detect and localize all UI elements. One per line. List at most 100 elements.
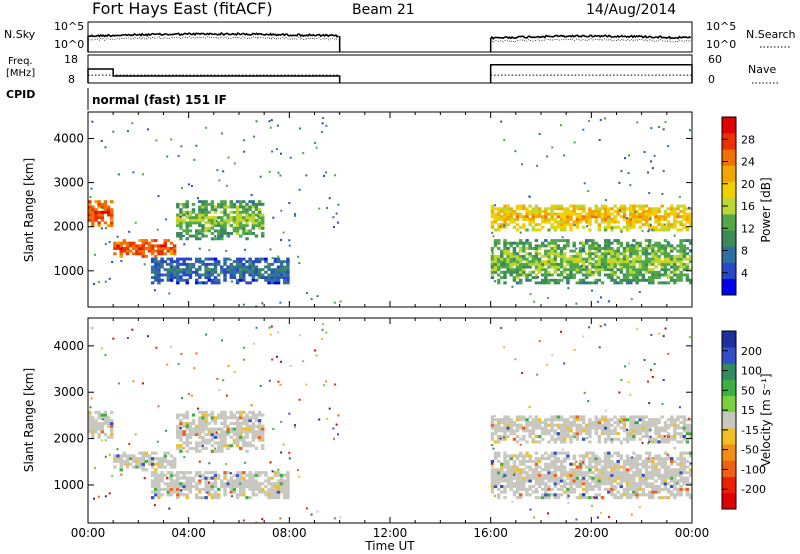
power-cell [490,273,495,277]
power-cell [673,278,677,282]
velocity-cell [150,471,155,475]
power-cell [531,212,536,216]
power-cell [242,268,246,272]
velocity-cell [223,485,227,489]
velocity-cell [506,459,510,463]
power-cell [204,229,208,233]
velocity-cell [610,462,614,466]
velocity-cell [198,430,202,434]
power-cell [585,281,589,285]
velocity-cell [500,429,504,433]
power-speckle [227,156,230,159]
velocity-cell [201,427,205,431]
velocity-cell [660,426,664,430]
velocity-cell [522,485,526,489]
power-cell [223,205,227,209]
power-cell [547,241,551,245]
power-cell [110,216,114,220]
velocity-cell [191,485,196,489]
power-cell [603,260,608,264]
power-cell [144,241,149,245]
power-cell [490,204,495,208]
power-cell [503,209,507,213]
velocity-cell [270,487,274,491]
power-cell [553,254,558,258]
power-cell [632,260,636,264]
power-cell [541,241,545,245]
velocity-cell [591,423,595,427]
power-speckle [514,150,517,153]
power-cell [619,207,624,211]
velocity-cell [191,433,196,437]
velocity-cell [283,473,287,477]
velocity-cell [632,482,636,486]
velocity-cell [213,479,218,483]
velocity-cell [500,471,504,475]
velocity-cell [160,459,164,463]
power-cell [286,278,290,282]
power-cell [585,215,589,219]
velocity-cell [251,493,256,497]
power-speckle [170,138,173,141]
velocity-cell [110,421,114,425]
velocity-cell [591,485,595,489]
power-cell [644,260,649,264]
velocity-cell [217,413,221,417]
velocity-cell [257,421,262,425]
velocity-cell [638,462,642,466]
velocity-cell [94,419,98,423]
power-cell [613,254,617,258]
velocity-cell [522,487,526,491]
power-speckle [272,216,275,219]
velocity-cell [575,496,580,500]
velocity-cell [220,444,224,448]
velocity-cell [198,410,202,414]
velocity-cell [553,423,558,427]
power-cell [163,273,167,277]
power-cell [261,221,265,225]
velocity-speckle [93,497,95,500]
power-cell [578,252,583,256]
power-cell [569,260,573,264]
power-cell [198,237,202,241]
velocity-cell [226,485,230,489]
velocity-cell [235,496,240,500]
power-cell [682,207,687,211]
velocity-cell [663,487,668,491]
velocity-speckle [596,516,599,519]
power-speckle [215,220,218,222]
power-cell [581,204,586,208]
power-cell [232,210,237,214]
velocity-speckle [333,517,336,520]
velocity-cell [603,482,608,486]
velocity-cell [509,432,513,436]
velocity-cell [569,471,573,475]
velocity-cell [213,490,218,494]
power-cell [566,212,570,216]
power-cell [157,268,161,272]
power-cell [544,239,548,243]
power-cell [670,212,674,216]
velocity-cell [493,440,498,444]
power-cell [581,209,586,213]
velocity-cell [616,421,620,425]
velocity-cell [515,482,520,486]
velocity-cell [591,451,595,455]
velocity-cell [534,479,539,483]
power-cell [106,213,111,217]
velocity-cell [603,440,608,444]
velocity-cell [248,410,252,414]
power-cell [503,247,507,250]
power-cell [657,223,661,227]
power-cell [515,260,520,264]
velocity-speckle [624,365,626,368]
velocity-cell [632,451,636,455]
power-cell [512,257,517,261]
velocity-cell [610,440,614,444]
power-cell [254,273,259,277]
velocity-cell [572,487,576,491]
velocity-cell [613,479,617,483]
frequency-series [87,64,693,83]
power-cell [88,205,92,209]
